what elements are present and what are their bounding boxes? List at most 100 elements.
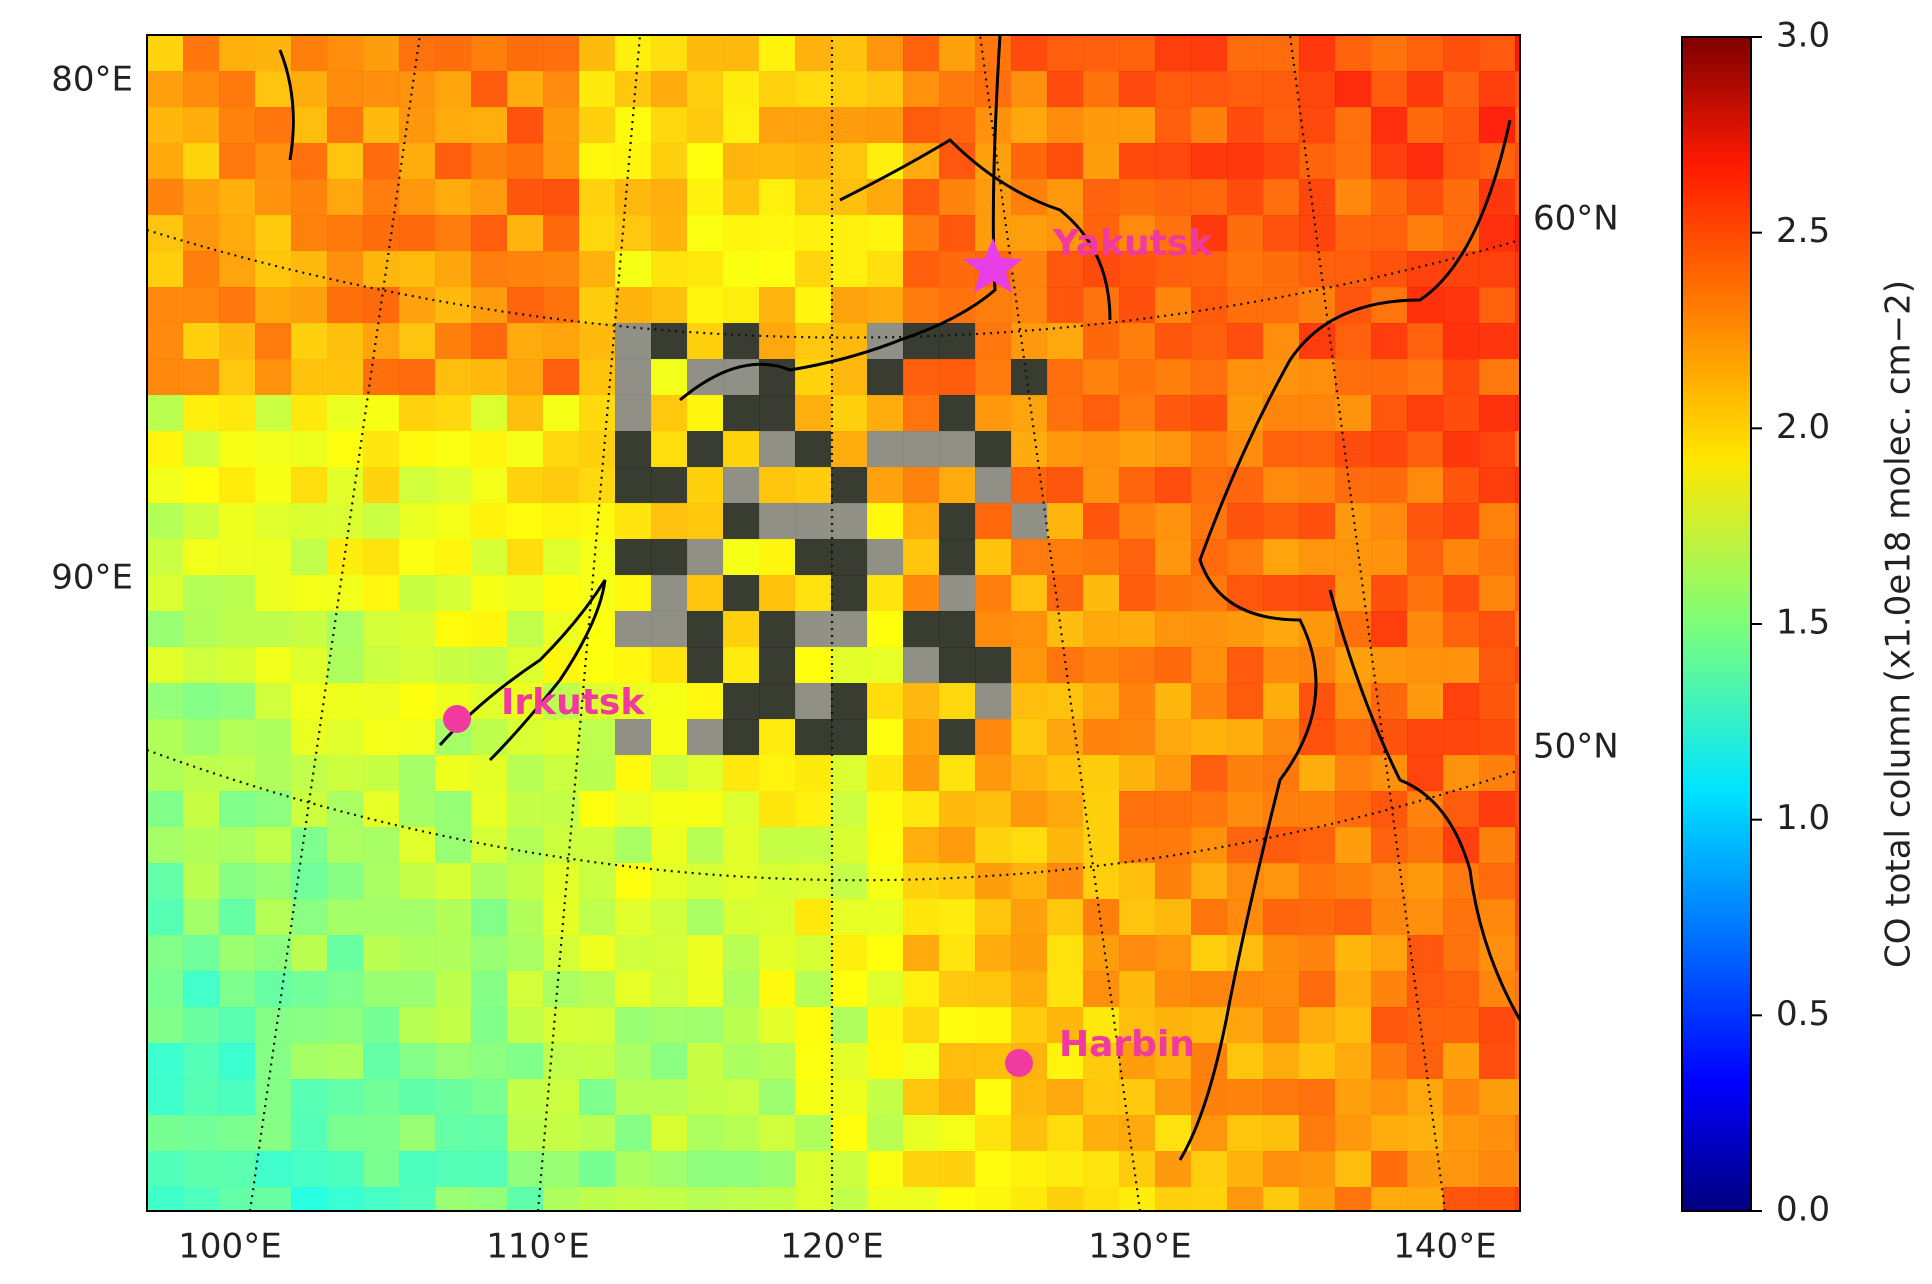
cell	[1407, 971, 1444, 1008]
cell	[147, 1187, 184, 1211]
cell	[867, 575, 904, 612]
cell	[147, 359, 184, 396]
cell	[867, 935, 904, 972]
cell	[327, 251, 364, 288]
cell	[615, 359, 652, 396]
cell	[687, 467, 724, 504]
cell	[759, 899, 796, 936]
cell	[543, 1007, 580, 1044]
cell	[255, 611, 292, 648]
cell	[327, 71, 364, 108]
cell	[939, 755, 976, 792]
cell	[1479, 755, 1516, 792]
cell	[1407, 1079, 1444, 1116]
cell	[291, 395, 328, 432]
cell	[399, 899, 436, 936]
cell	[1515, 323, 1520, 360]
cell	[579, 971, 616, 1008]
cell	[1155, 863, 1192, 900]
cell	[1119, 215, 1156, 252]
cell	[1227, 575, 1264, 612]
cell	[903, 1007, 940, 1044]
cell	[507, 1043, 544, 1080]
cell	[1515, 1115, 1520, 1152]
cell	[1299, 215, 1336, 252]
cell	[507, 503, 544, 540]
cell	[1047, 359, 1084, 396]
cell	[1155, 647, 1192, 684]
cell	[723, 287, 760, 324]
colorbar-tick-label: 2.0	[1776, 407, 1830, 447]
cell	[327, 971, 364, 1008]
cell	[1443, 467, 1480, 504]
cell	[831, 143, 868, 180]
cell	[399, 251, 436, 288]
cell	[291, 575, 328, 612]
cell	[579, 1043, 616, 1080]
cell	[939, 359, 976, 396]
cell	[975, 863, 1012, 900]
cell	[1155, 215, 1192, 252]
cell	[1299, 791, 1336, 828]
cell	[291, 287, 328, 324]
cell	[1407, 863, 1444, 900]
cell	[795, 1115, 832, 1152]
cell	[471, 1043, 508, 1080]
cell	[903, 179, 940, 216]
cell	[471, 359, 508, 396]
cell	[1011, 827, 1048, 864]
cell	[759, 683, 796, 720]
cell	[1407, 611, 1444, 648]
lon-label: 120°E	[780, 1227, 883, 1267]
cell	[759, 1151, 796, 1188]
cell	[831, 71, 868, 108]
cell	[723, 899, 760, 936]
cell	[471, 611, 508, 648]
cell	[795, 899, 832, 936]
cell	[363, 683, 400, 720]
cell	[183, 467, 220, 504]
cell	[687, 251, 724, 288]
cell	[255, 1043, 292, 1080]
lon-label: 100°E	[178, 1227, 281, 1267]
cell	[291, 611, 328, 648]
cell	[183, 1115, 220, 1152]
cell	[651, 755, 688, 792]
cell	[1515, 107, 1520, 144]
cell	[975, 935, 1012, 972]
cell	[1407, 143, 1444, 180]
cell	[1407, 467, 1444, 504]
cell	[759, 611, 796, 648]
cell	[615, 323, 652, 360]
cell	[147, 791, 184, 828]
cell	[1011, 1187, 1048, 1211]
cell	[1191, 251, 1228, 288]
cell	[1515, 251, 1520, 288]
cell	[687, 503, 724, 540]
cell	[1263, 35, 1300, 72]
cell	[867, 359, 904, 396]
cell	[651, 359, 688, 396]
cell	[615, 1079, 652, 1116]
cell	[147, 287, 184, 324]
cell	[1011, 251, 1048, 288]
cell	[1119, 287, 1156, 324]
cell	[543, 611, 580, 648]
colorbar-tick-label: 1.5	[1776, 603, 1830, 643]
cell	[759, 575, 796, 612]
cell	[903, 611, 940, 648]
cell	[687, 287, 724, 324]
cell	[831, 1187, 868, 1211]
cell	[939, 251, 976, 288]
cell	[1191, 935, 1228, 972]
cell	[291, 107, 328, 144]
cell	[903, 755, 940, 792]
cell	[219, 1187, 256, 1211]
cell	[1443, 1079, 1480, 1116]
cell	[507, 107, 544, 144]
cell	[1299, 1079, 1336, 1116]
cell	[1299, 71, 1336, 108]
cell	[147, 35, 184, 72]
cell	[1155, 467, 1192, 504]
cell	[507, 539, 544, 576]
